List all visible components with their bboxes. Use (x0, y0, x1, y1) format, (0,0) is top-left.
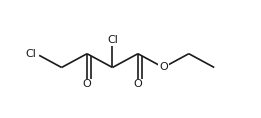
Text: O: O (134, 79, 142, 89)
Text: O: O (83, 79, 91, 89)
Text: Cl: Cl (107, 35, 118, 45)
Text: Cl: Cl (25, 49, 36, 59)
Text: O: O (159, 62, 168, 72)
